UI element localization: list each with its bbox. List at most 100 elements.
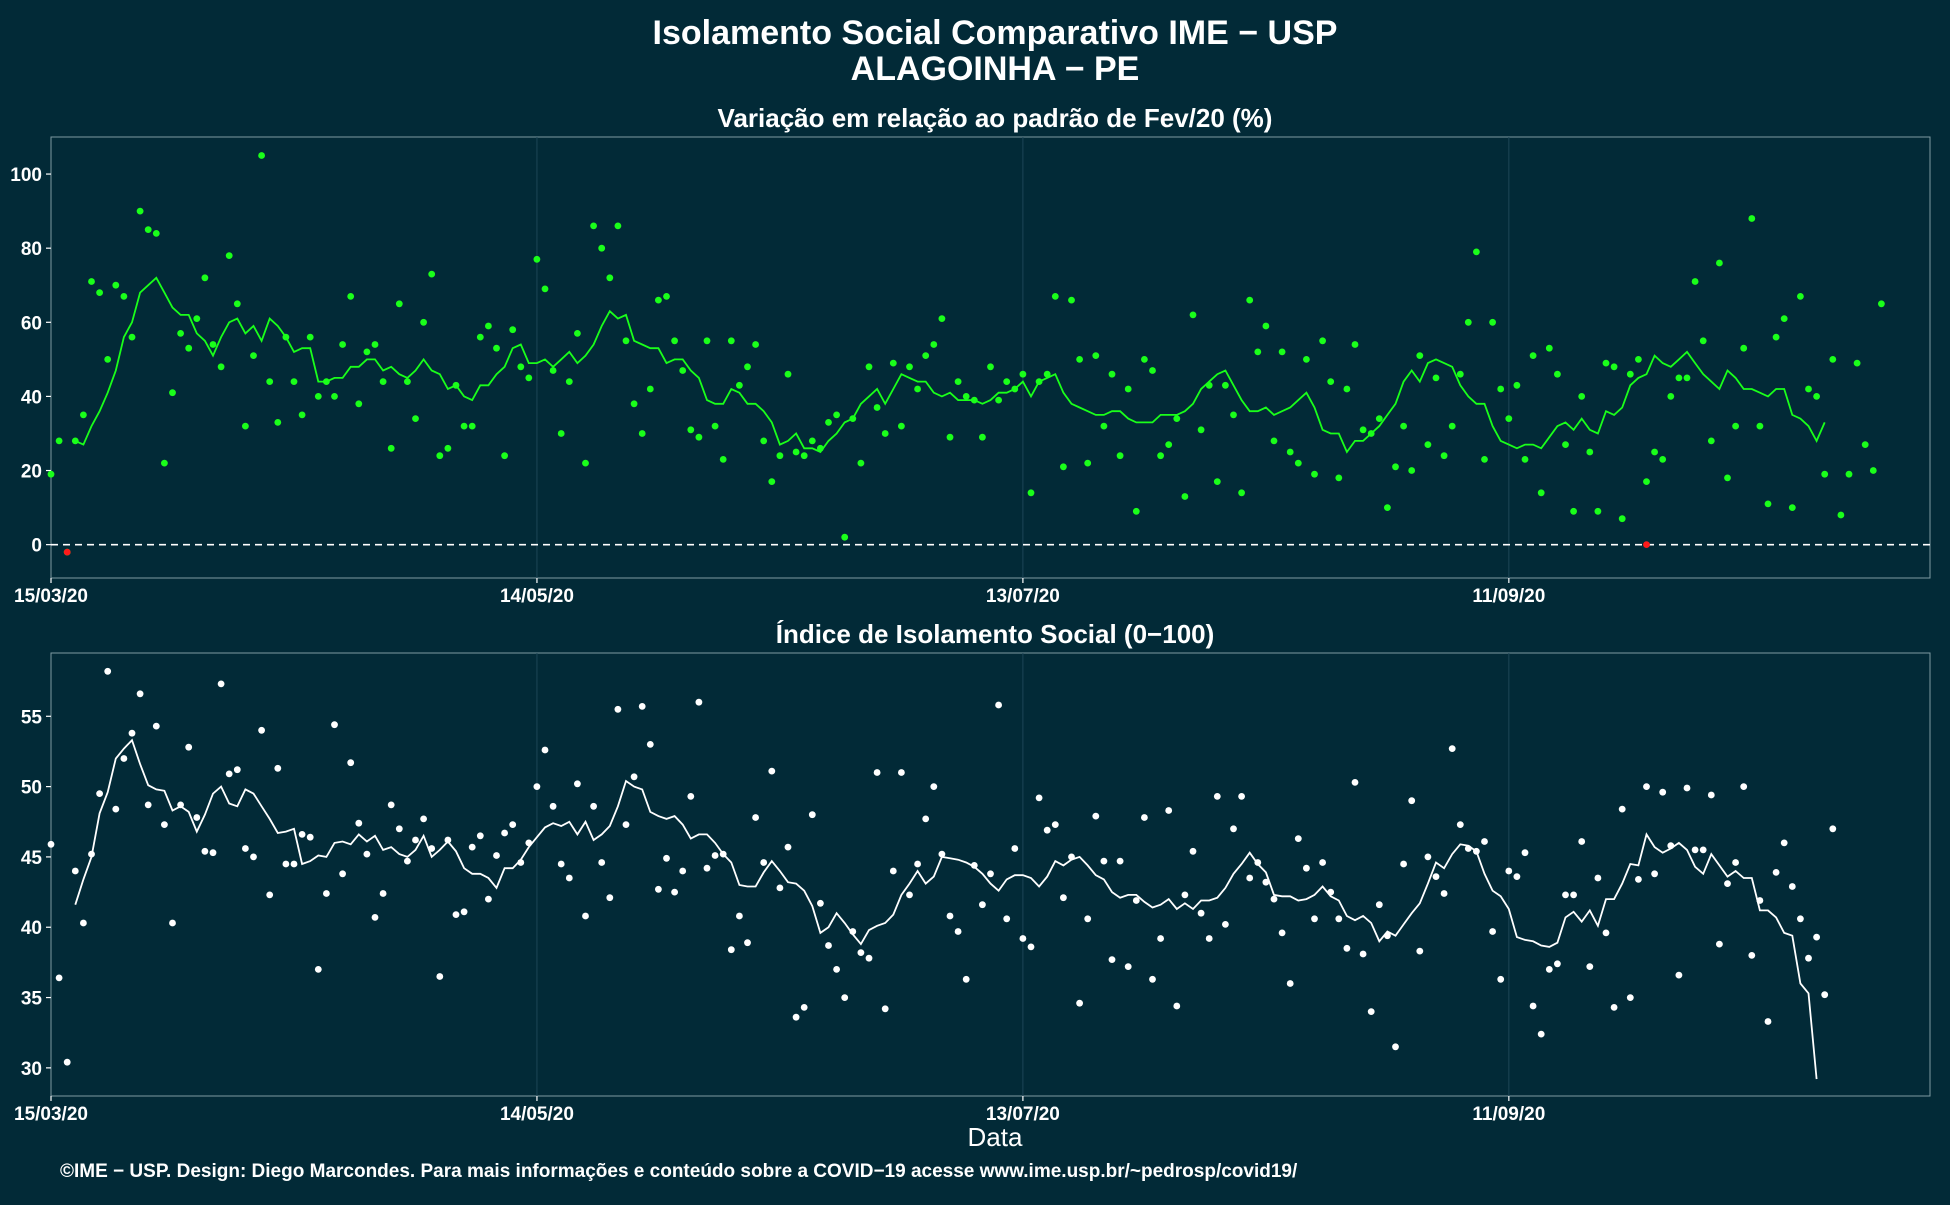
y-tick-label: 20 bbox=[21, 462, 42, 483]
data-point bbox=[1545, 966, 1553, 973]
data-point bbox=[1068, 296, 1075, 304]
data-point bbox=[1837, 511, 1845, 519]
data-point bbox=[987, 363, 994, 371]
data-point bbox=[1084, 459, 1092, 467]
data-point bbox=[784, 843, 792, 851]
data-point bbox=[1724, 474, 1731, 482]
data-point bbox=[1222, 921, 1229, 928]
data-point bbox=[1060, 463, 1067, 471]
data-point bbox=[379, 890, 387, 897]
data-point bbox=[946, 912, 954, 920]
data-point bbox=[1392, 1043, 1399, 1051]
data-point bbox=[1578, 393, 1586, 400]
data-point bbox=[347, 293, 355, 300]
data-point bbox=[452, 911, 460, 918]
data-point bbox=[1222, 381, 1229, 389]
data-point bbox=[290, 378, 298, 385]
data-point bbox=[298, 411, 306, 419]
data-point bbox=[1092, 352, 1100, 359]
data-point bbox=[1197, 426, 1205, 434]
data-point bbox=[1286, 980, 1294, 987]
data-point bbox=[1626, 994, 1634, 1001]
data-point bbox=[630, 400, 638, 408]
data-point bbox=[258, 152, 265, 159]
data-point bbox=[1448, 422, 1456, 430]
figure-title-line1: Isolamento Social Comparativo IME − USP bbox=[653, 14, 1338, 52]
data-point bbox=[152, 230, 160, 237]
data-point bbox=[1805, 385, 1812, 393]
data-point bbox=[549, 802, 557, 810]
data-point bbox=[914, 385, 921, 393]
data-point bbox=[614, 705, 622, 713]
data-point bbox=[995, 396, 1002, 404]
data-point bbox=[1562, 891, 1569, 899]
data-point bbox=[1610, 1004, 1618, 1011]
data-point bbox=[1610, 363, 1618, 371]
data-point bbox=[776, 452, 784, 460]
data-point bbox=[412, 415, 419, 422]
data-point bbox=[468, 843, 476, 851]
data-point bbox=[1157, 935, 1164, 942]
x-axis-label: Data bbox=[968, 1122, 1023, 1152]
data-point bbox=[1043, 370, 1051, 378]
data-point bbox=[663, 293, 670, 300]
data-point bbox=[444, 836, 452, 844]
data-point bbox=[387, 801, 395, 809]
moving-average-line bbox=[74, 738, 1818, 1080]
data-point bbox=[339, 870, 346, 878]
data-point bbox=[841, 533, 849, 541]
data-point bbox=[898, 422, 905, 430]
data-point bbox=[1732, 859, 1739, 866]
data-point bbox=[1108, 956, 1116, 963]
data-point bbox=[1294, 835, 1302, 842]
data-point bbox=[541, 746, 549, 754]
data-point bbox=[1562, 441, 1569, 448]
data-point bbox=[946, 433, 954, 441]
data-point bbox=[1821, 991, 1829, 999]
data-point bbox=[727, 946, 735, 954]
data-point bbox=[493, 852, 500, 859]
y-tick-label: 30 bbox=[21, 1059, 42, 1080]
footer-caption: ©IME − USP. Design: Diego Marcondes. Par… bbox=[60, 1161, 1298, 1182]
data-point bbox=[1141, 356, 1148, 363]
y-tick-label: 40 bbox=[21, 387, 42, 408]
data-point bbox=[638, 703, 646, 710]
data-point bbox=[88, 278, 95, 285]
data-point bbox=[185, 344, 193, 352]
data-point bbox=[96, 289, 103, 296]
data-point bbox=[687, 426, 695, 434]
data-point bbox=[47, 840, 55, 848]
data-point bbox=[1432, 374, 1440, 382]
data-point bbox=[1473, 248, 1480, 256]
data-point bbox=[1489, 928, 1496, 935]
data-point bbox=[744, 363, 751, 371]
data-point bbox=[655, 885, 662, 893]
data-point bbox=[1303, 356, 1310, 363]
data-point bbox=[1100, 422, 1108, 430]
data-point bbox=[541, 285, 549, 293]
data-point bbox=[1716, 940, 1723, 948]
data-point bbox=[169, 919, 176, 927]
data-point bbox=[1772, 333, 1780, 341]
data-point bbox=[1149, 367, 1156, 374]
data-point bbox=[379, 378, 387, 385]
data-point bbox=[331, 721, 338, 729]
data-point bbox=[630, 773, 638, 781]
data-point bbox=[857, 949, 865, 956]
data-point bbox=[1651, 870, 1658, 878]
data-point bbox=[1408, 797, 1416, 805]
data-point bbox=[979, 433, 986, 441]
data-point bbox=[1262, 878, 1270, 886]
data-point bbox=[1141, 814, 1148, 821]
data-point bbox=[1748, 215, 1756, 222]
data-point bbox=[476, 832, 484, 840]
data-point bbox=[1756, 422, 1764, 430]
data-point bbox=[565, 874, 573, 882]
data-point bbox=[63, 1058, 71, 1066]
data-point bbox=[1165, 441, 1173, 448]
data-point bbox=[565, 378, 573, 385]
data-point bbox=[1554, 960, 1561, 968]
data-point bbox=[889, 359, 897, 367]
data-point bbox=[736, 912, 743, 920]
data-point bbox=[614, 222, 622, 230]
